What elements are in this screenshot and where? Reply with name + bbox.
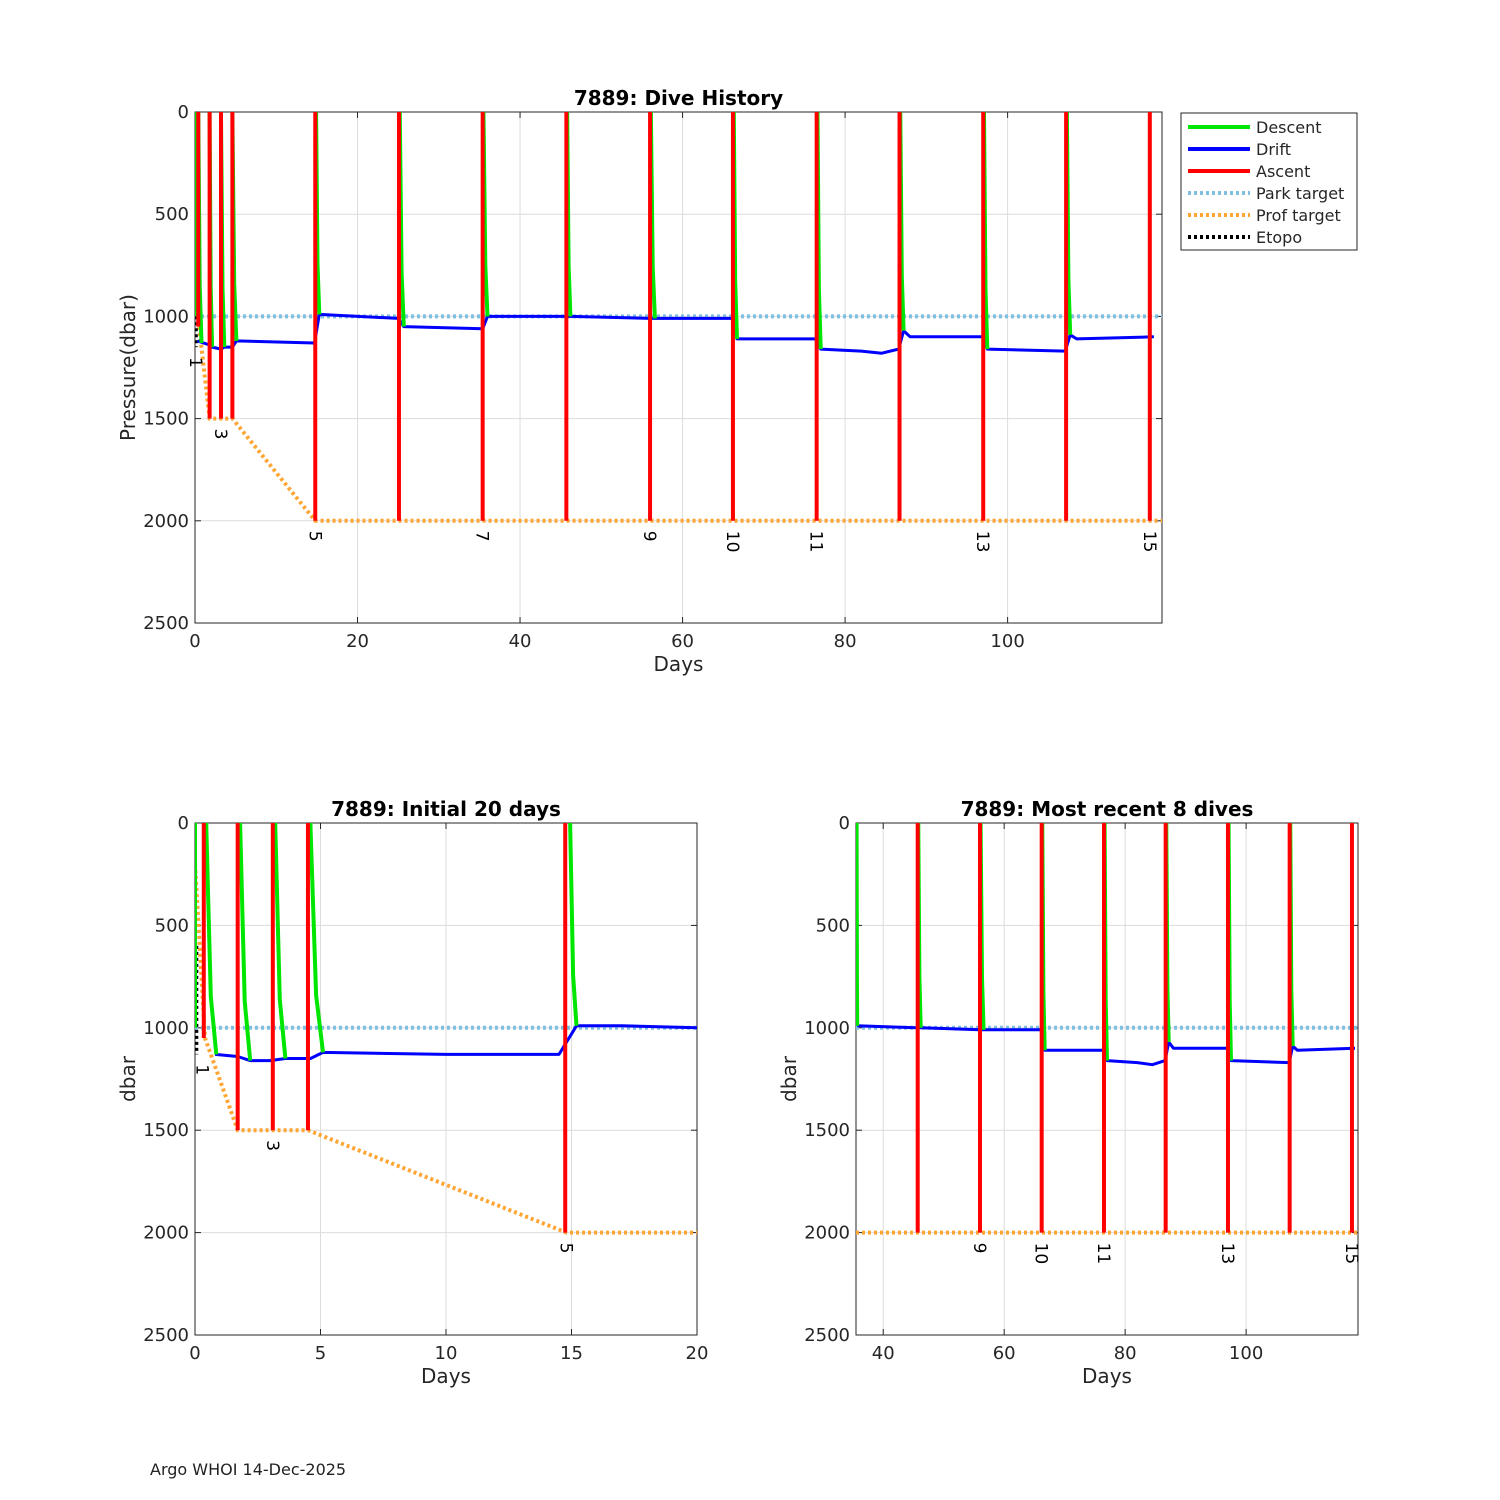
prof-target-line	[195, 152, 1162, 523]
profile-number-label: 3	[210, 429, 230, 440]
footer-credit: Argo WHOI 14-Dec-2025	[150, 1460, 347, 1479]
profile-number-label: 11	[806, 531, 826, 553]
legend-entry: Drift	[1256, 140, 1291, 159]
y-tick-label: 1500	[143, 409, 189, 430]
profile-number-label: 13	[1217, 1243, 1237, 1265]
plot-frame	[855, 822, 1359, 1336]
legend-entry: Park target	[1256, 184, 1344, 203]
series-layer	[195, 112, 1162, 523]
profile-number-label: 1	[192, 1064, 212, 1075]
legend-entry: Descent	[1256, 118, 1322, 137]
profile-number-label: 5	[304, 531, 324, 542]
chart-title: 7889: Dive History	[574, 86, 783, 110]
x-tick-label: 10	[435, 1343, 458, 1364]
x-tick-label: 100	[990, 631, 1024, 652]
legend-entry: Etopo	[1256, 228, 1302, 247]
drift-line	[214, 1024, 697, 1063]
profile-number-label: 15	[1139, 531, 1159, 553]
legend-entry: Ascent	[1256, 162, 1310, 181]
legend-box	[1180, 112, 1358, 251]
descent-trace	[856, 823, 860, 1026]
y-tick-label: 1000	[143, 306, 189, 327]
y-tick-label: 500	[816, 915, 850, 936]
descent-trace	[238, 823, 253, 1061]
grid-lines	[194, 822, 698, 1336]
x-axis-label: Days	[421, 1364, 471, 1388]
y-tick-label: 1500	[804, 1120, 850, 1141]
y-tick-label: 0	[178, 102, 189, 123]
y-tick-label: 2500	[804, 1325, 850, 1346]
profile-number-label: 1	[185, 357, 205, 368]
x-tick-label: 100	[1229, 1343, 1263, 1364]
x-tick-label: 5	[315, 1343, 326, 1364]
x-tick-label: 80	[834, 631, 857, 652]
plot-frame	[194, 111, 1163, 624]
y-tick-label: 2500	[143, 613, 189, 634]
y-tick-label: 2500	[143, 1325, 189, 1346]
y-tick-label: 0	[839, 813, 850, 834]
x-axis-label: Days	[1082, 1364, 1132, 1388]
descent-trace	[308, 823, 325, 1053]
x-tick-label: 40	[509, 631, 532, 652]
y-tick-label: 500	[155, 204, 189, 225]
x-tick-label: 60	[993, 1343, 1016, 1364]
x-tick-label: 0	[189, 1343, 200, 1364]
grid-lines	[194, 111, 1162, 624]
y-tick-label: 1000	[804, 1018, 850, 1039]
series-layer	[856, 823, 1358, 1235]
profile-number-label: 3	[262, 1140, 282, 1151]
x-tick-label: 20	[346, 631, 369, 652]
descent-trace	[273, 823, 288, 1059]
profile-number-label: 11	[1093, 1243, 1113, 1265]
x-tick-label: 40	[872, 1343, 895, 1364]
profile-number-label: 13	[972, 531, 992, 553]
series-layer	[195, 823, 697, 1235]
y-tick-label: 0	[178, 813, 189, 834]
profile-number-label: 5	[555, 1243, 575, 1254]
profile-number-label: 9	[969, 1243, 989, 1254]
x-tick-label: 80	[1114, 1343, 1137, 1364]
profile-number-label: 7	[472, 531, 492, 542]
chart-title: 7889: Initial 20 days	[331, 797, 561, 821]
x-tick-label: 0	[189, 631, 200, 652]
legend: Descent Drift Ascent Park target Prof target…	[1180, 112, 1358, 251]
descent-trace	[204, 823, 219, 1055]
y-tick-label: 1500	[143, 1120, 189, 1141]
x-tick-label: 15	[560, 1343, 583, 1364]
x-tick-label: 20	[686, 1343, 709, 1364]
y-tick-label: 2000	[804, 1223, 850, 1244]
y-tick-label: 2000	[143, 1223, 189, 1244]
y-axis-label: Pressure(dbar)	[116, 294, 140, 441]
profile-number-label: 10	[1031, 1243, 1051, 1265]
profile-number-label: 15	[1341, 1243, 1361, 1265]
y-tick-label: 1000	[143, 1018, 189, 1039]
drift-line	[196, 312, 1154, 355]
y-tick-label: 2000	[143, 511, 189, 532]
y-tick-label: 500	[155, 915, 189, 936]
x-tick-label: 60	[671, 631, 694, 652]
y-axis-label: dbar	[116, 1055, 140, 1102]
legend-entry: Prof target	[1256, 206, 1341, 225]
profile-number-label: 9	[639, 531, 659, 542]
descent-trace	[568, 823, 579, 1026]
chart-title: 7889: Most recent 8 dives	[961, 797, 1254, 821]
x-axis-label: Days	[654, 652, 704, 676]
y-axis-label: dbar	[777, 1055, 801, 1102]
profile-number-label: 10	[722, 531, 742, 553]
